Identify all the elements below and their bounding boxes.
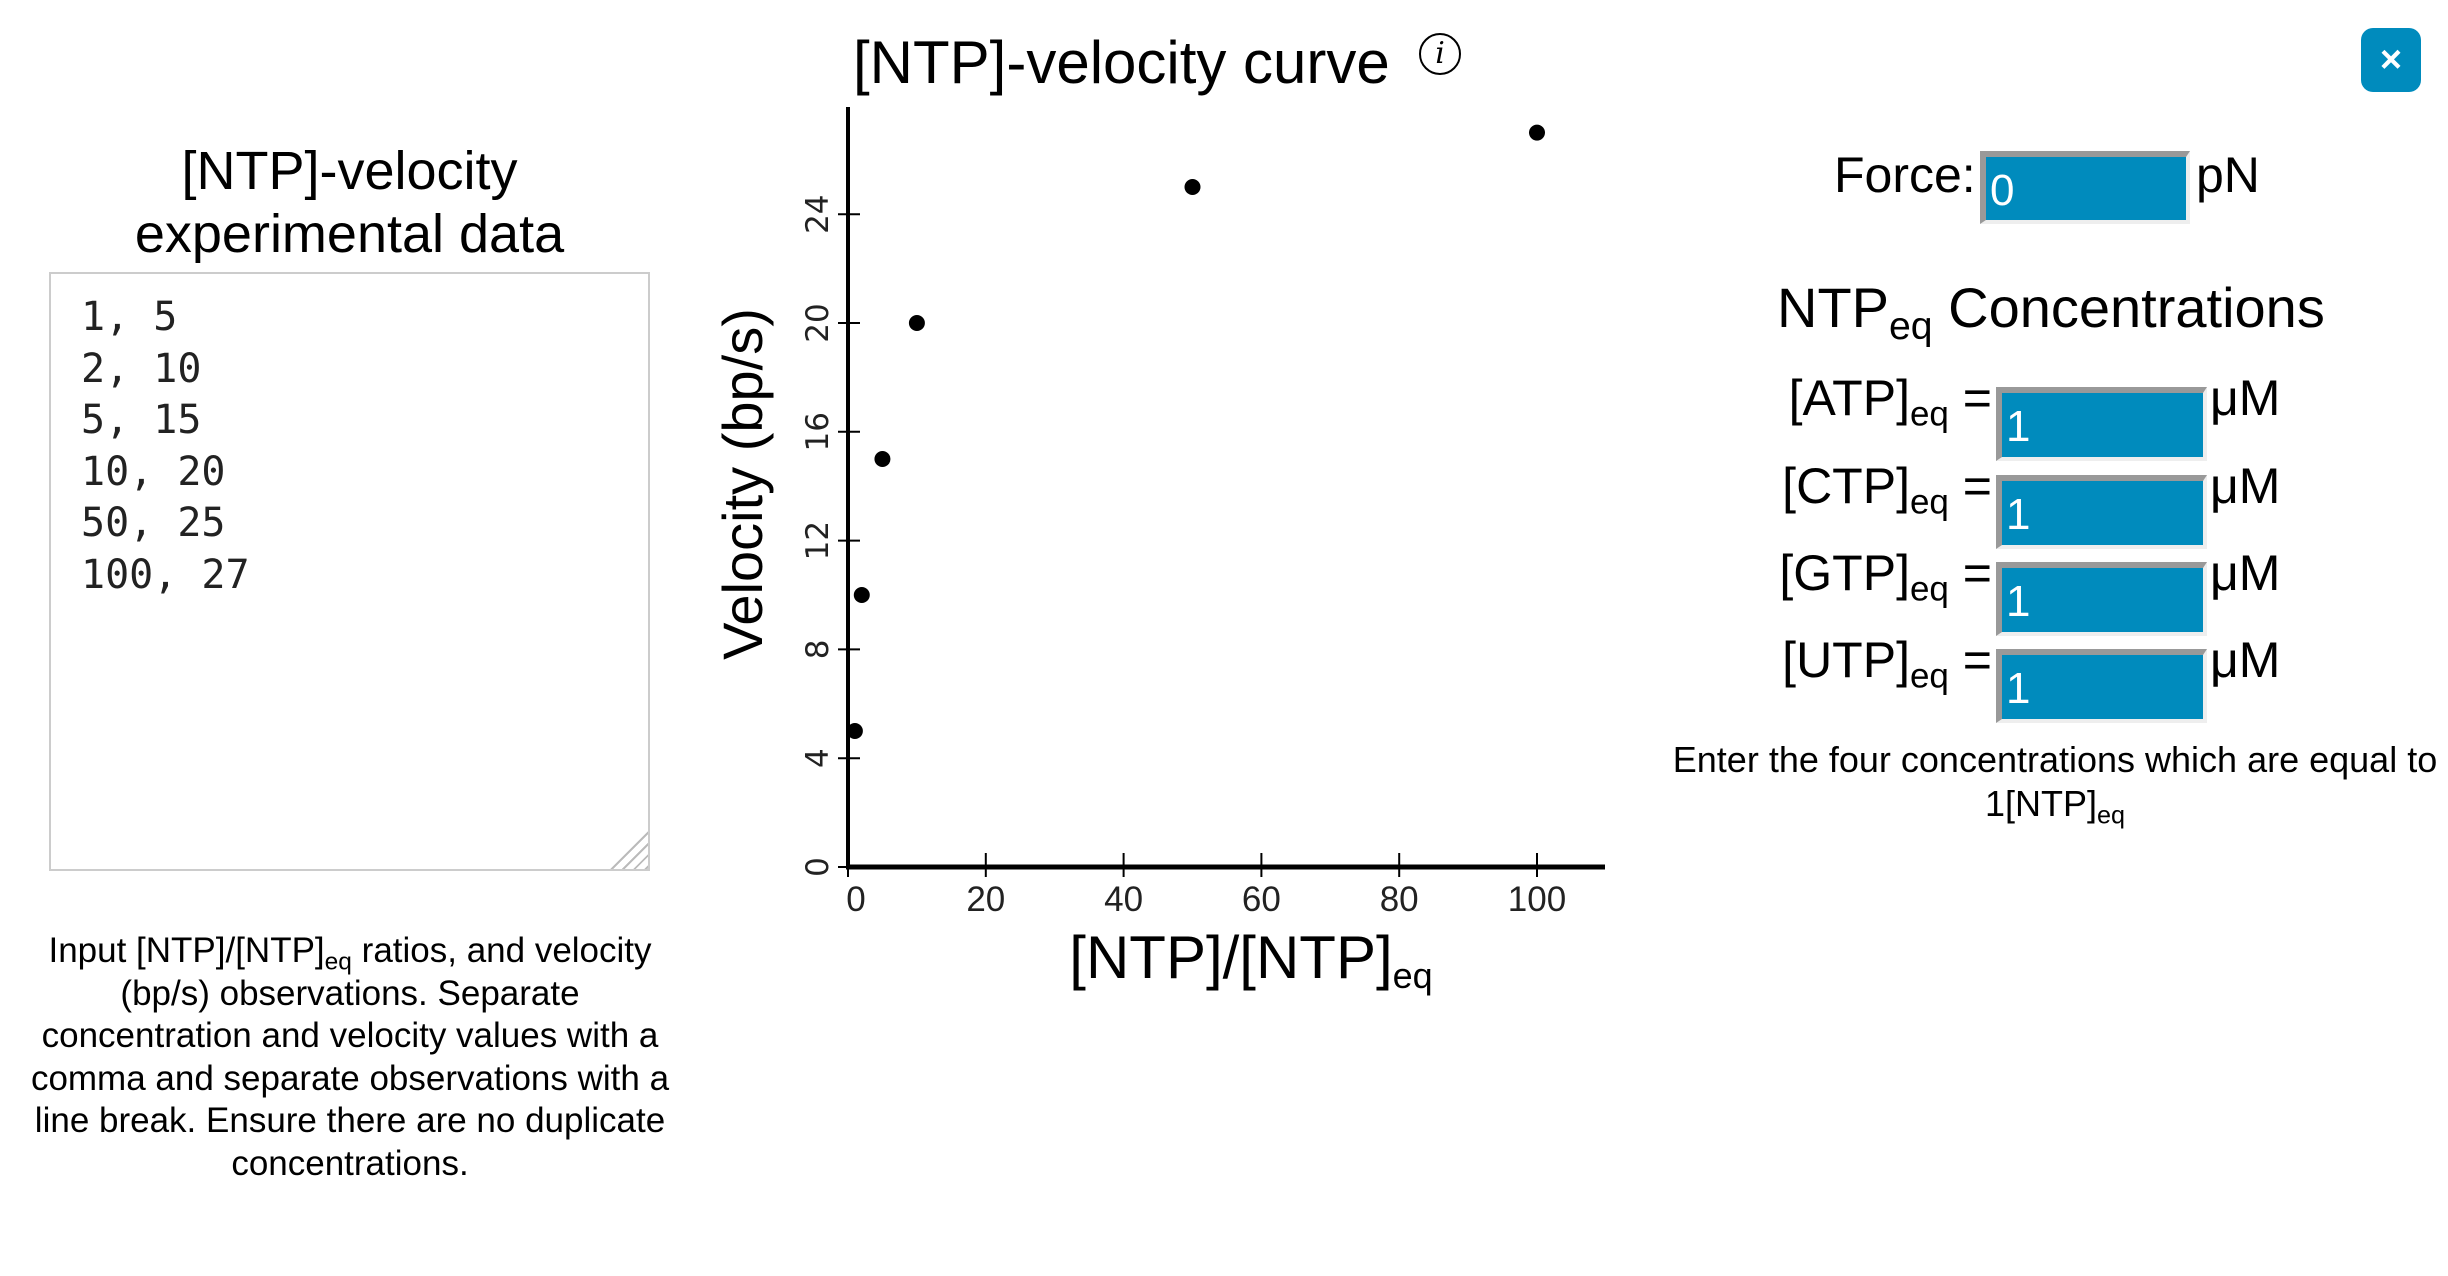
y-tick-label: 20 — [800, 303, 836, 342]
x-tick-label: 80 — [1380, 880, 1419, 919]
y-tick-label: 16 — [800, 412, 836, 451]
ctp-equals: = — [1948, 458, 1992, 514]
heading-rest: Concentrations — [1932, 276, 2325, 339]
gtp-label: [GTP]eq = — [1779, 544, 1992, 607]
x-axis-label-sub: eq — [1393, 955, 1433, 996]
ctp-label: [CTP]eq = — [1782, 457, 1992, 520]
utp-unit: μM — [2210, 632, 2281, 688]
utp-equals: = — [1948, 632, 1992, 688]
instructions-text-rest: ratios, and velocity (bp/s) observations… — [30, 931, 670, 1183]
x-tick-label: 60 — [1242, 880, 1281, 919]
data-panel-title-line1: [NTP]-velocity — [181, 141, 518, 201]
force-input[interactable] — [1980, 151, 2190, 224]
gtp-equals: = — [1948, 545, 1992, 601]
x-tick-label: 0 — [846, 880, 865, 919]
utp-label: [UTP]eq = — [1782, 631, 1992, 694]
close-button[interactable]: × — [2361, 28, 2421, 92]
note-sub: eq — [2097, 801, 2126, 830]
gtp-sub: eq — [1909, 569, 1949, 609]
instructions-sub: eq — [324, 948, 352, 976]
data-point — [874, 451, 891, 467]
data-instructions: Input [NTP]/[NTP]eq ratios, and velocity… — [30, 930, 670, 1185]
heading-sub: eq — [1889, 304, 1933, 348]
atp-input[interactable] — [1996, 387, 2207, 461]
ctp-name: [CTP] — [1782, 458, 1910, 514]
data-panel-title-line2: experimental data — [134, 204, 565, 264]
info-icon[interactable]: i — [1419, 33, 1461, 75]
gtp-name: [GTP] — [1779, 545, 1910, 601]
utp-sub: eq — [1909, 656, 1949, 696]
atp-equals: = — [1948, 370, 1992, 426]
ctp-sub: eq — [1909, 482, 1949, 522]
data-point — [1184, 179, 1201, 195]
heading-main: NTP — [1777, 276, 1889, 339]
y-tick-label: 8 — [800, 640, 836, 660]
y-tick-label: 12 — [800, 521, 836, 560]
force-label: Force: — [1834, 147, 1976, 203]
utp-name: [UTP] — [1782, 632, 1910, 688]
atp-label: [ATP]eq = — [1788, 369, 1992, 432]
y-tick-label: 24 — [800, 194, 836, 233]
force-unit: pN — [2196, 147, 2260, 203]
y-axis-label: Velocity (bp/s) — [711, 308, 774, 660]
concentrations-heading: NTPeq Concentrations — [1777, 275, 2325, 346]
atp-sub: eq — [1909, 394, 1949, 434]
chart-points — [846, 124, 1545, 739]
x-tick-label: 40 — [1104, 880, 1143, 919]
instructions-text: Input [NTP]/[NTP] — [48, 931, 325, 970]
y-tick-label: 4 — [800, 748, 836, 768]
x-axis-label-main: [NTP]/[NTP] — [1069, 924, 1392, 991]
gtp-unit: μM — [2210, 545, 2281, 601]
data-textarea-wrapper: 1, 5 2, 10 5, 15 10, 20 50, 25 100, 27 — [49, 272, 650, 871]
data-point — [908, 315, 925, 331]
chart-axes — [846, 107, 1605, 870]
atp-name: [ATP] — [1788, 370, 1910, 426]
ctp-unit: μM — [2210, 458, 2281, 514]
note-text: Enter the four concentrations which are … — [1672, 739, 2438, 824]
experimental-data-textarea[interactable]: 1, 5 2, 10 5, 15 10, 20 50, 25 100, 27 — [49, 272, 650, 871]
concentrations-note: Enter the four concentrations which are … — [1670, 738, 2440, 828]
chart-title: [NTP]-velocity curve — [853, 29, 1390, 96]
x-tick-label: 100 — [1508, 880, 1566, 919]
chart-ticks: 0 20 40 60 80 100 0 4 8 12 16 20 24 — [800, 194, 1566, 919]
gtp-input[interactable] — [1996, 562, 2207, 636]
data-point — [853, 587, 870, 603]
y-tick-label: 0 — [800, 857, 836, 877]
data-point — [846, 723, 863, 739]
atp-unit: μM — [2210, 370, 2281, 426]
x-axis-label: [NTP]/[NTP]eq — [1069, 924, 1432, 996]
data-panel-title: [NTP]-velocity experimental data — [49, 140, 650, 266]
x-tick-label: 20 — [966, 880, 1005, 919]
data-point — [1529, 124, 1545, 141]
utp-input[interactable] — [1996, 649, 2207, 723]
ctp-input[interactable] — [1996, 475, 2207, 549]
